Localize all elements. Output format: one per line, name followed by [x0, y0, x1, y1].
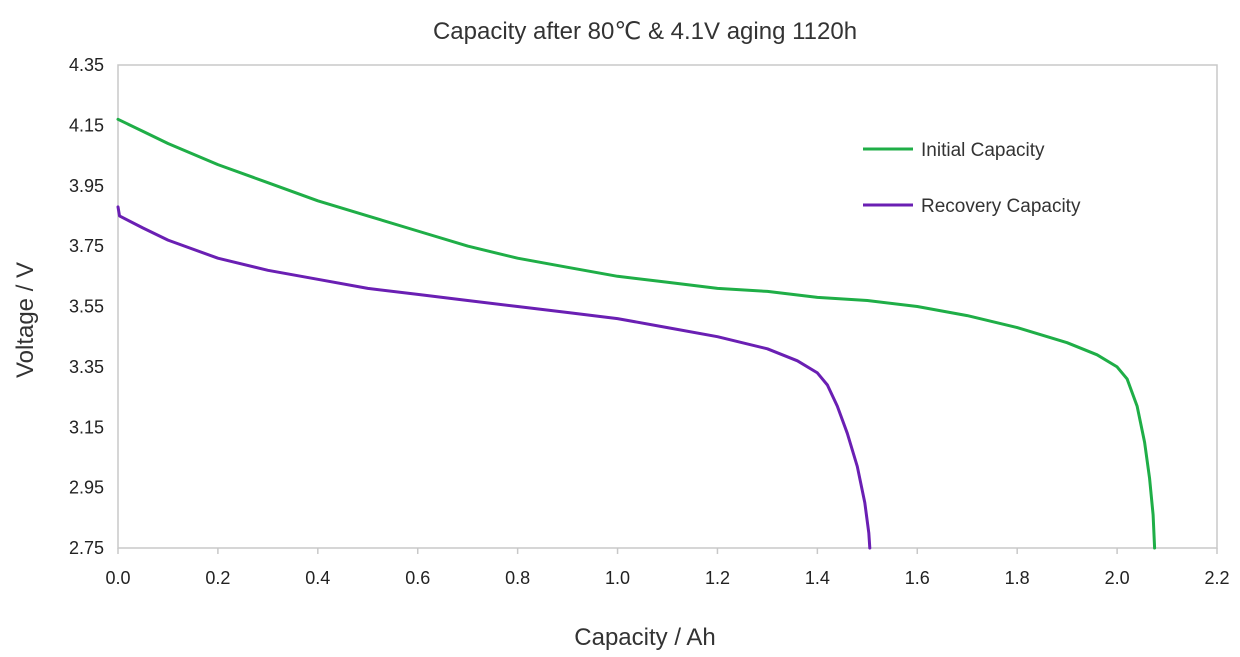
y-tick-label: 4.35: [69, 55, 104, 75]
x-tick-label: 0.2: [205, 568, 230, 588]
y-tick-label: 3.75: [69, 236, 104, 256]
x-tick-label: 2.0: [1105, 568, 1130, 588]
y-tick-label: 2.75: [69, 538, 104, 558]
y-tick-label: 4.15: [69, 115, 104, 135]
x-axis-title: Capacity / Ah: [574, 624, 715, 651]
x-tick-label: 2.2: [1204, 568, 1229, 588]
legend-label: Recovery Capacity: [921, 196, 1081, 217]
y-tick-label: 2.95: [69, 478, 104, 498]
x-tick-label: 0.0: [105, 568, 130, 588]
y-axis-title: Voltage / V: [12, 262, 39, 378]
x-axis-ticks: 0.0 0.2 0.4 0.6 0.8 1.0 1.2 1.4 1.6 1.8 2.0 2.2: [105, 548, 1230, 588]
plot-area-frame: [117, 64, 1218, 549]
x-tick-label: 1.2: [705, 568, 730, 588]
y-tick-label: 3.95: [69, 176, 104, 196]
x-tick-label: 0.6: [405, 568, 430, 588]
chart-title: Capacity after 80℃ & 4.1V aging 1120h: [433, 18, 857, 45]
y-tick-label: 3.15: [69, 417, 104, 437]
y-tick-label: 3.35: [69, 357, 104, 377]
series-line-initial-capacity: [116, 117, 1157, 550]
series-line-recovery-capacity: [116, 205, 872, 550]
x-tick-label: 1.8: [1005, 568, 1030, 588]
y-axis-ticks: 4.35 4.15 3.95 3.75 3.55 3.35 3.15 2.95 2.75: [69, 55, 104, 558]
x-tick-label: 0.4: [305, 568, 330, 588]
legend: Initial Capacity Recovery Capacity: [863, 140, 1081, 217]
x-tick-label: 1.0: [605, 568, 630, 588]
x-tick-label: 1.4: [805, 568, 830, 588]
x-tick-label: 0.8: [505, 568, 530, 588]
series-lines: [116, 117, 1157, 550]
legend-label: Initial Capacity: [921, 140, 1045, 161]
y-tick-label: 3.55: [69, 297, 104, 317]
x-tick-label: 1.6: [905, 568, 930, 588]
